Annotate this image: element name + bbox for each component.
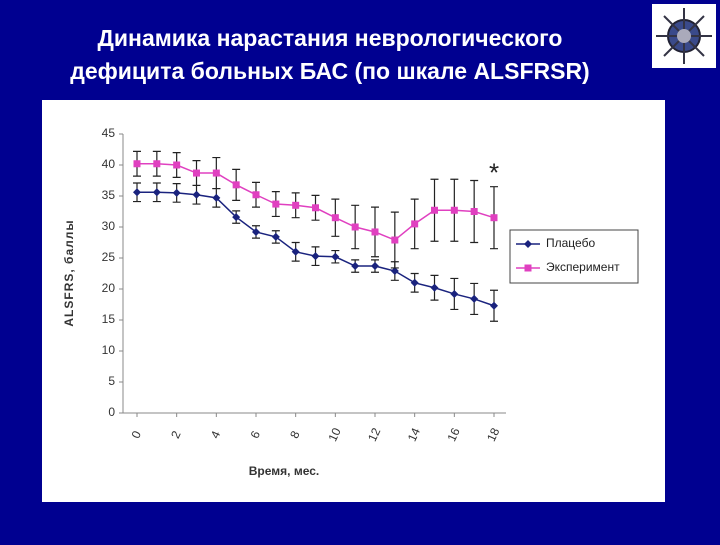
marker: [490, 301, 498, 310]
marker: [312, 204, 319, 212]
marker: [371, 262, 379, 271]
y-axis-label: ALSFRS, баллы: [62, 219, 76, 326]
marker: [232, 181, 240, 189]
marker: [490, 214, 498, 222]
marker: [153, 160, 161, 168]
logo: [652, 4, 716, 68]
chart-frame: [42, 100, 665, 502]
marker: [292, 201, 300, 209]
y-tick-label: 45: [102, 126, 116, 140]
marker: [173, 161, 181, 169]
marker: [291, 247, 300, 256]
marker: [152, 188, 161, 197]
marker: [232, 213, 241, 222]
marker: [331, 214, 339, 222]
marker: [133, 188, 141, 197]
y-tick-label: 0: [108, 405, 115, 419]
marker: [431, 206, 438, 214]
marker: [133, 160, 141, 168]
marker: [450, 289, 459, 298]
x-tick-label: 18: [484, 425, 502, 443]
marker: [351, 223, 359, 231]
y-tick-label: 30: [102, 219, 116, 233]
marker: [272, 200, 280, 208]
marker: [271, 232, 280, 241]
x-tick-label: 14: [405, 425, 423, 443]
marker: [311, 252, 320, 261]
marker: [252, 227, 260, 236]
legend-label: Эксперимент: [546, 260, 620, 274]
marker: [351, 262, 360, 271]
marker: [411, 220, 419, 228]
marker: [470, 208, 478, 215]
marker: [193, 169, 200, 177]
y-tick-label: 35: [102, 188, 116, 202]
y-tick-label: 15: [102, 312, 116, 326]
marker: [172, 188, 181, 197]
slide-title: Динамика нарастания неврологического: [98, 25, 563, 51]
marker: [390, 267, 399, 276]
y-tick-label: 40: [102, 157, 116, 171]
x-axis-label: Время, мес.: [249, 464, 319, 478]
annotation: *: [489, 158, 499, 188]
marker: [470, 294, 479, 303]
marker: [391, 236, 399, 244]
y-tick-label: 10: [102, 343, 116, 357]
slide-title: дефицита больных БАС (по шкале ALSFRSR): [70, 58, 589, 84]
marker: [371, 228, 379, 236]
y-tick-label: 5: [108, 374, 115, 388]
marker: [410, 278, 419, 287]
marker: [212, 193, 221, 202]
y-tick-label: 20: [102, 281, 116, 295]
y-tick-label: 25: [102, 250, 116, 264]
x-tick-label: 16: [444, 425, 462, 443]
marker: [430, 283, 439, 292]
x-tick-label: 10: [325, 425, 343, 443]
marker: [331, 252, 340, 261]
marker: [450, 206, 458, 214]
legend-marker: [524, 240, 532, 248]
legend-marker: [524, 264, 532, 272]
marker: [212, 169, 220, 177]
marker: [252, 191, 260, 199]
x-tick-label: 12: [365, 425, 383, 443]
legend-label: Плацебо: [546, 236, 595, 250]
marker: [192, 190, 201, 199]
legend-box: [509, 229, 639, 284]
